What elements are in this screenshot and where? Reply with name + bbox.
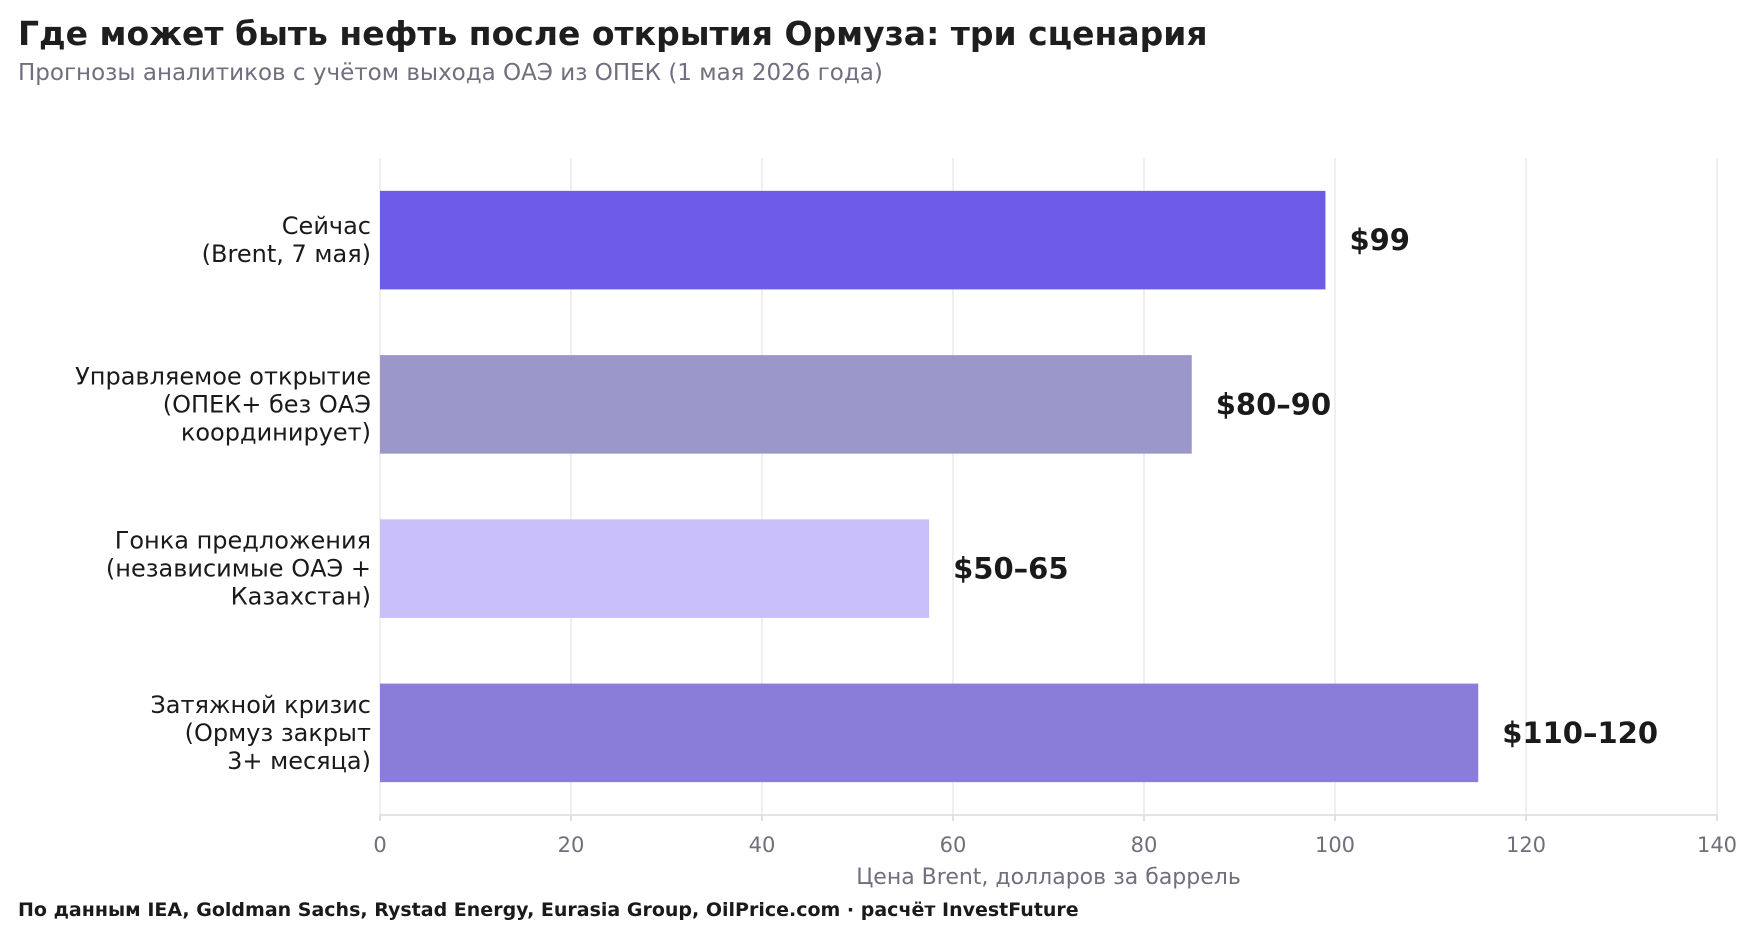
category-label-line: Гонка предложения: [115, 527, 371, 555]
bar: [380, 519, 930, 618]
category-label-line: (Brent, 7 мая): [202, 240, 371, 268]
category-label-line: Управляемое открытие: [75, 362, 371, 390]
category-label-line: координирует): [181, 418, 371, 446]
category-label-line: Сейчас: [282, 212, 371, 240]
category-label-line: Казахстан): [231, 583, 371, 611]
x-tick-label: 0: [373, 833, 386, 857]
chart-subtitle: Прогнозы аналитиков с учётом выхода ОАЭ …: [18, 60, 883, 86]
x-tick-label: 40: [749, 833, 776, 857]
bars: [380, 190, 1479, 783]
x-axis-title: Цена Brent, долларов за баррель: [856, 865, 1241, 890]
category-label: Сейчас (Brent, 7 мая): [202, 212, 371, 268]
category-label: Гонка предложения (независимые ОАЭ + Казах…: [106, 527, 371, 611]
bar-value-label: $50–65: [953, 552, 1068, 586]
category-label-line: (ОПЕК+ без ОАЭ: [163, 390, 371, 418]
x-tick-label: 120: [1506, 833, 1546, 857]
chart-title: Где может быть нефть после открытия Орму…: [18, 14, 1208, 53]
labels: $99 Сейчас (Brent, 7 мая) $80–90 Управляемое…: [75, 212, 1658, 775]
bar: [380, 355, 1192, 454]
category-label: Затяжной кризис (Ормуз закрыт 3+ месяца): [150, 691, 371, 775]
bar: [380, 683, 1479, 783]
x-tick-label: 20: [558, 833, 585, 857]
source-note: По данным IEA, Goldman Sachs, Rystad Ene…: [18, 899, 1079, 921]
x-tick-label: 100: [1315, 833, 1355, 857]
bar-value-label: $99: [1349, 223, 1410, 257]
x-axis: 0 20 40 60 80 100 120 140: [373, 814, 1737, 857]
bar-value-label: $110–120: [1502, 716, 1658, 750]
x-tick-label: 140: [1697, 833, 1737, 857]
x-tick-label: 60: [940, 833, 967, 857]
bar-chart: 0 20 40 60 80 100 120 140 $99 Сейчас (Brent, 7 ма…: [75, 158, 1737, 890]
x-tick-label: 80: [1131, 833, 1158, 857]
category-label-line: Затяжной кризис: [150, 691, 371, 719]
category-label: Управляемое открытие (ОПЕК+ без ОАЭ коорди…: [75, 362, 371, 446]
category-label-line: 3+ месяца): [227, 747, 371, 775]
category-label-line: (независимые ОАЭ +: [106, 555, 371, 583]
category-label-line: (Ормуз закрыт: [185, 719, 371, 747]
bar-value-label: $80–90: [1216, 387, 1331, 421]
bar: [380, 190, 1326, 290]
